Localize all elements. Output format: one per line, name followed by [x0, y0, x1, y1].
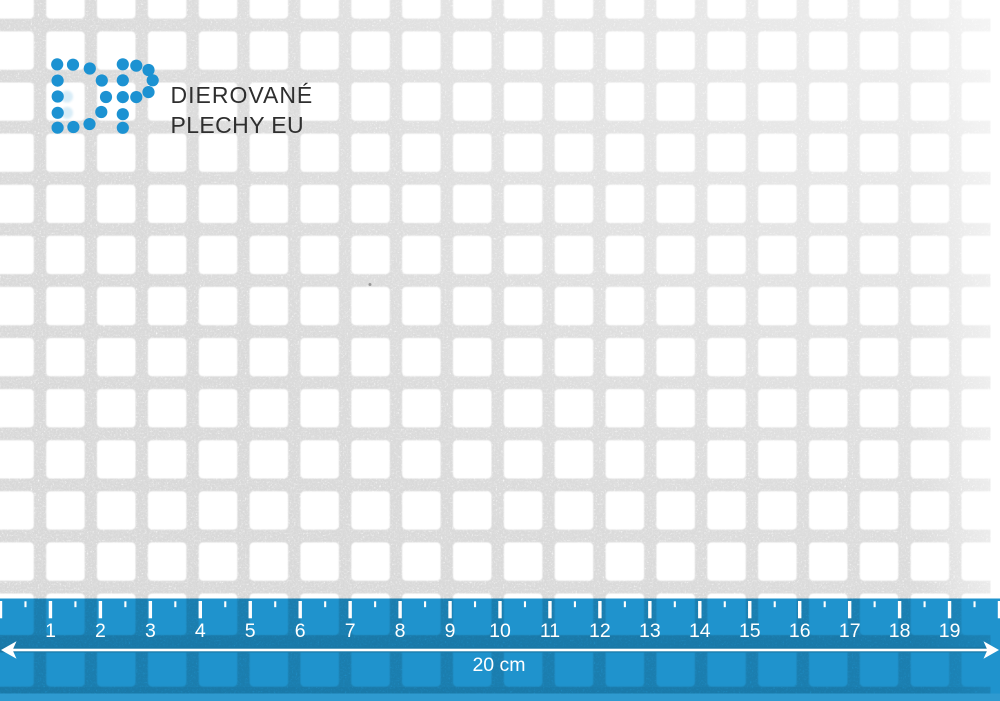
- svg-text:20 cm: 20 cm: [472, 654, 525, 676]
- svg-text:13: 13: [639, 620, 661, 642]
- svg-text:14: 14: [689, 620, 711, 642]
- svg-text:9: 9: [445, 620, 456, 642]
- svg-text:15: 15: [739, 620, 761, 642]
- svg-text:2: 2: [95, 620, 106, 642]
- svg-text:12: 12: [589, 620, 611, 642]
- svg-text:8: 8: [395, 620, 406, 642]
- svg-text:3: 3: [145, 620, 156, 642]
- svg-text:17: 17: [839, 620, 861, 642]
- svg-text:7: 7: [345, 620, 356, 642]
- svg-text:16: 16: [789, 620, 811, 642]
- svg-text:11: 11: [540, 620, 560, 642]
- svg-text:1: 1: [45, 620, 56, 642]
- svg-text:6: 6: [295, 620, 306, 642]
- svg-text:4: 4: [195, 620, 206, 642]
- svg-text:5: 5: [245, 620, 256, 642]
- svg-text:DIEROVANÉ: DIEROVANÉ: [171, 82, 314, 108]
- svg-text:19: 19: [939, 620, 961, 642]
- svg-text:PLECHY EU: PLECHY EU: [171, 112, 305, 138]
- svg-text:10: 10: [489, 620, 511, 642]
- svg-text:18: 18: [889, 620, 911, 642]
